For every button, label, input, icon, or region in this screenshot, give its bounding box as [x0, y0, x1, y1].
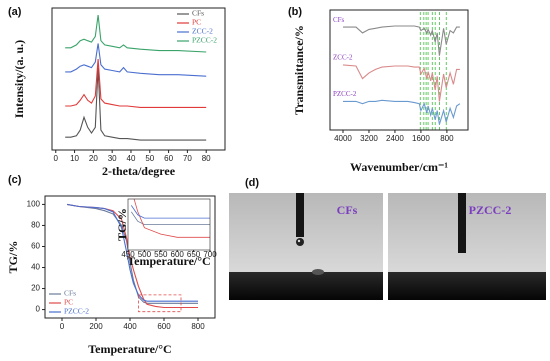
series-line [133, 199, 210, 238]
x-axis-label: Wavenumber/cm⁻¹ [350, 160, 448, 174]
x-tick-label: 80 [202, 154, 211, 163]
panel-label: (a) [8, 6, 22, 18]
x-tick-label: 500 [138, 250, 152, 259]
x-tick-label: 2400 [386, 134, 404, 143]
x-tick-label: 550 [154, 250, 168, 259]
series-line [67, 203, 198, 304]
y-tick-label: 20 [31, 284, 40, 293]
y-tick-label: 0 [36, 305, 41, 314]
legend-label: PZCC-2 [192, 36, 217, 45]
x-axis-label: Temperature/°C [127, 254, 210, 268]
panel-label: (b) [288, 6, 302, 18]
photo-ground [388, 272, 546, 300]
y-axis-label: Intensity/(a. u.) [12, 40, 26, 118]
legend-label: PZCC-2 [64, 307, 89, 316]
x-tick-label: 450 [121, 250, 135, 259]
x-tick-label: 400 [123, 322, 137, 331]
x-axis-label: Temperature/°C [88, 342, 171, 356]
x-axis-label: 2-theta/degree [102, 164, 176, 178]
x-tick-label: 3200 [360, 134, 378, 143]
series-line [130, 205, 210, 219]
series-line [65, 43, 207, 77]
x-tick-label: 600 [171, 250, 185, 259]
x-tick-label: 0 [60, 322, 65, 331]
y-axis-label: TG/% [115, 208, 129, 241]
plot-frame [51, 7, 226, 151]
series-line [67, 203, 198, 302]
x-tick-label: 60 [164, 154, 173, 163]
plot-frame [127, 198, 211, 251]
x-tick-label: 650 [187, 250, 201, 259]
legend-label: PC [64, 298, 73, 307]
zoom-region [138, 294, 182, 313]
droplet [296, 238, 304, 246]
x-tick-label: 50 [145, 154, 154, 163]
needle [296, 193, 304, 237]
x-tick-label: 200 [89, 322, 103, 331]
x-tick-label: 40 [127, 154, 136, 163]
series-line [65, 15, 207, 53]
y-tick-label: 60 [31, 242, 40, 251]
droplet-highlight [297, 239, 301, 243]
water-spot [312, 269, 324, 275]
y-axis-label: TG/% [6, 241, 20, 274]
series-line [343, 99, 461, 125]
x-tick-label: 600 [157, 322, 171, 331]
x-tick-label: 800 [440, 134, 454, 143]
series-line [342, 64, 460, 102]
y-tick-label: 40 [31, 263, 40, 272]
x-tick-label: 10 [70, 154, 79, 163]
y-axis-label: Transmittance/% [292, 25, 306, 115]
series-label: PZCC-2 [333, 90, 357, 98]
series-line [343, 25, 460, 56]
series-line [65, 67, 207, 141]
x-tick-label: 0 [54, 154, 59, 163]
y-tick-label: 100 [27, 200, 41, 209]
series-label: CFs [333, 16, 345, 24]
x-tick-label: 700 [203, 250, 217, 259]
y-tick-label: 80 [31, 221, 40, 230]
legend-label: CFs [192, 9, 204, 18]
series-line [130, 211, 210, 225]
legend-label: ZCC-2 [192, 27, 213, 36]
plot-frame [329, 9, 469, 131]
x-tick-label: 20 [89, 154, 98, 163]
legend-label: CFs [64, 289, 76, 298]
photo-caption: CFs [337, 203, 358, 217]
x-tick-label: 4000 [334, 134, 352, 143]
needle [458, 193, 466, 253]
series-label: ZCC-2 [333, 53, 353, 61]
series-line [65, 59, 207, 108]
panel-label: (d) [245, 177, 259, 189]
x-tick-label: 1600 [412, 134, 430, 143]
x-tick-label: 70 [183, 154, 192, 163]
legend-label: PC [192, 18, 201, 27]
panel-label: (c) [8, 174, 22, 186]
photo-ground [229, 272, 383, 300]
x-tick-label: 30 [108, 154, 117, 163]
photo-caption: PZCC-2 [469, 203, 512, 217]
x-tick-label: 800 [191, 322, 205, 331]
